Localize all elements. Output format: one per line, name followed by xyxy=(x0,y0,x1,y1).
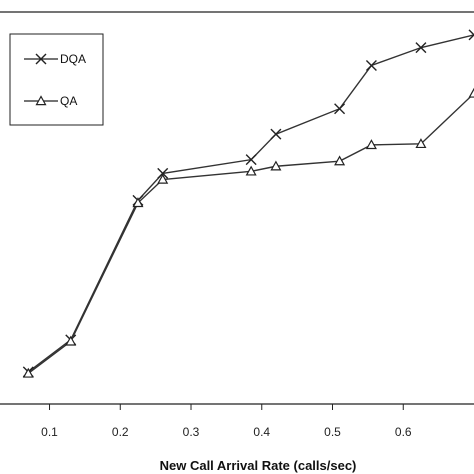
data-point-dqa xyxy=(245,154,257,166)
legend-label-dqa: DQA xyxy=(60,52,86,66)
data-point-qa xyxy=(65,335,77,346)
data-point-qa xyxy=(415,138,427,149)
data-point-qa xyxy=(365,139,377,150)
series-line-qa xyxy=(27,92,474,375)
series-line-dqa xyxy=(27,34,474,373)
series-layer xyxy=(22,29,474,378)
legend-label-qa: QA xyxy=(60,94,77,108)
x-tick-label: 0.5 xyxy=(324,425,341,439)
data-point-qa xyxy=(22,367,34,378)
x-tick-label: 0.3 xyxy=(183,425,200,439)
data-point-qa xyxy=(468,87,474,98)
data-point-dqa xyxy=(365,59,377,71)
data-point-qa xyxy=(334,155,346,166)
data-point-dqa xyxy=(334,103,346,115)
data-point-qa xyxy=(157,173,169,184)
data-point-qa xyxy=(245,165,257,176)
x-tick-label: 0.1 xyxy=(41,425,58,439)
legend-box xyxy=(9,33,104,126)
data-point-qa xyxy=(132,197,144,208)
data-point-qa xyxy=(270,160,282,171)
data-point-dqa xyxy=(415,42,427,54)
data-point-dqa xyxy=(468,29,474,41)
x-tick-label: 0.2 xyxy=(112,425,129,439)
legend-marker-dqa xyxy=(35,53,47,65)
legend-marker-qa xyxy=(35,95,47,106)
axes: 0.1 0.2 0.3 0.4 0.5 0.6 xyxy=(0,11,474,439)
x-tick-label: 0.4 xyxy=(253,425,270,439)
data-point-dqa xyxy=(270,128,282,140)
series-qa xyxy=(22,87,474,378)
x-tick-label: 0.6 xyxy=(395,425,412,439)
legend: DQA QA xyxy=(9,33,104,126)
data-point-dqa xyxy=(157,167,169,179)
x-axis-title: New Call Arrival Rate (calls/sec) xyxy=(160,458,357,473)
